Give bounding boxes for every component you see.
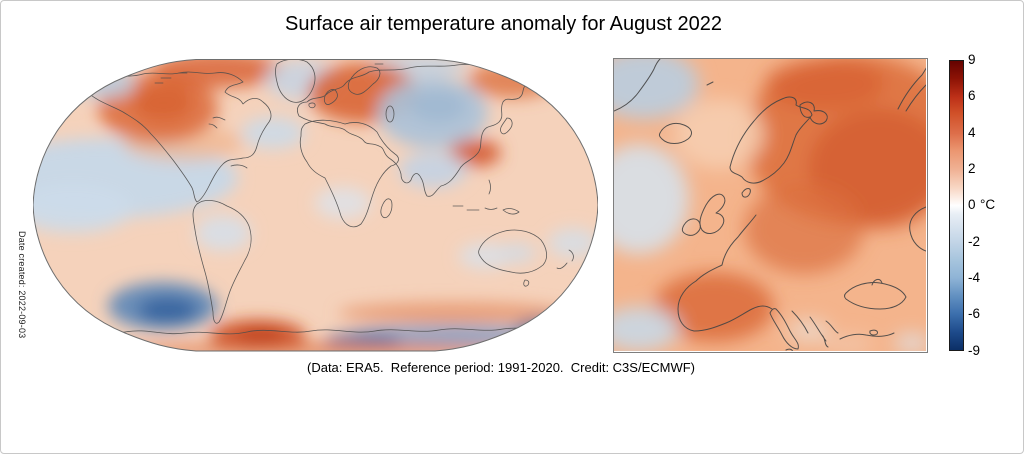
colorbar-tick-label: -6: [968, 306, 981, 321]
europe-anomaly-field: [614, 59, 926, 351]
colorbar-tick-label: 2: [968, 161, 976, 176]
colorbar-tick-label: 6: [968, 88, 976, 103]
colorbar-tick-label: -9: [968, 343, 981, 358]
figure-caption: (Data: ERA5. Reference period: 1991-2020…: [307, 360, 695, 375]
colorbar-tick-label: -2: [968, 234, 981, 249]
colorbar-tick-label: 4: [968, 125, 976, 140]
world-coastlines: [60, 59, 574, 335]
date-created-label: Date created: 2022-09-03: [17, 231, 27, 339]
colorbar-tick-label: 0: [968, 197, 976, 212]
europe-inset-map: [613, 58, 928, 353]
world-map: [33, 59, 598, 352]
colorbar-gradient: [949, 60, 964, 351]
page-title: Surface air temperature anomaly for Augu…: [285, 13, 722, 35]
colorbar-tick-label: 9: [968, 52, 976, 67]
world-anomaly-field: [33, 59, 598, 351]
colorbar-tick-label: -4: [968, 270, 981, 285]
logo-bar: PROGRAMME OF THE EUROPEAN UNION opernicu…: [1, 389, 1023, 447]
world-map-outline: [33, 59, 598, 352]
europe-coastlines: [614, 59, 926, 351]
colorbar-unit-label: °C: [980, 197, 996, 212]
